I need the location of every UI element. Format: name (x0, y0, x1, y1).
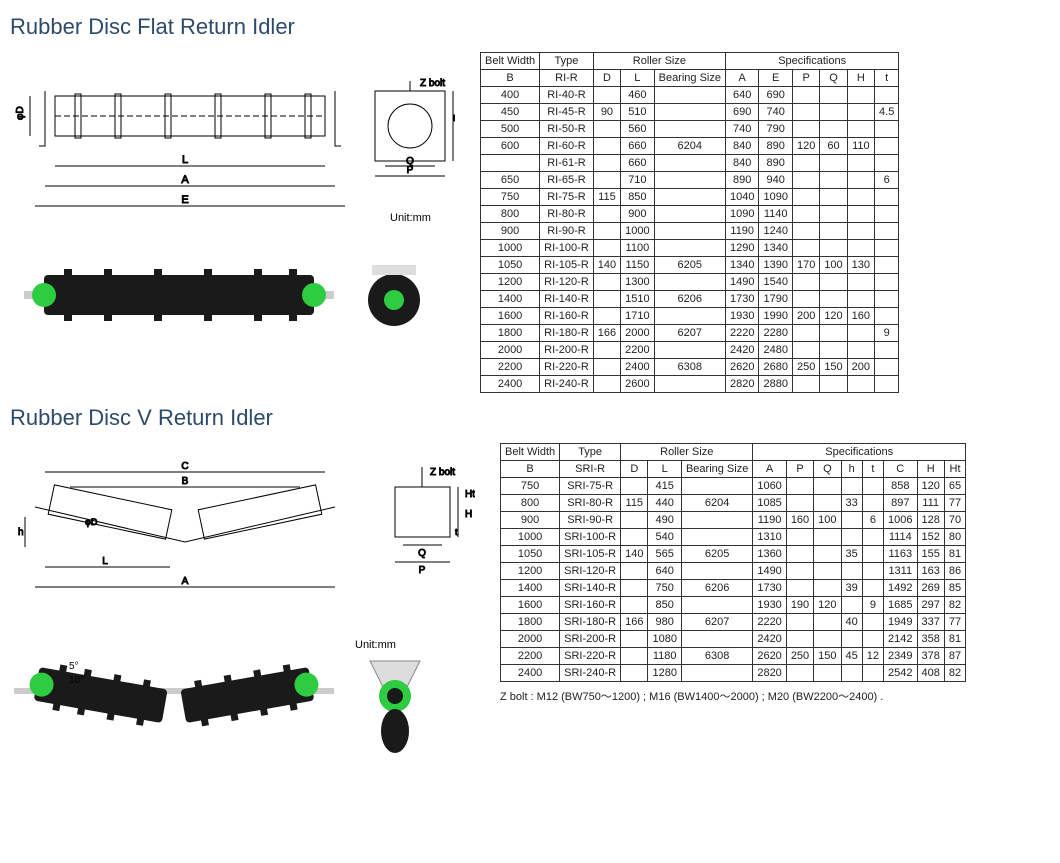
z-bolt-footnote: Z bolt : M12 (BW750～1200) ; M16 (BW1400～… (500, 688, 966, 704)
table-row: 2400SRI-240-R12802820254240882 (501, 665, 966, 682)
table-row: 1600SRI-160-R85019301901209168529782 (501, 597, 966, 614)
svg-text:E: E (181, 194, 188, 206)
section1: L A E φD Z bolt P Q H t Unit:mm (10, 52, 1050, 393)
table-row: 1050SRI-105-R1405656205136035116315581 (501, 546, 966, 563)
svg-text:L: L (102, 556, 108, 567)
table-row: 750RI-75-R11585010401090 (481, 189, 899, 206)
v-cross-render: Unit:mm (350, 636, 440, 756)
table-row: 1200RI-120-R130014901540 (481, 274, 899, 291)
table-row: 1000SRI-100-R5401310111415280 (501, 529, 966, 546)
table-row: 600RI-60-R660620484089012060110 (481, 138, 899, 155)
table-row: 1800RI-180-R16620006207222022809 (481, 325, 899, 342)
svg-text:A: A (181, 174, 189, 186)
svg-text:t: t (453, 113, 455, 123)
v-drawing-svg: h L A C B φD Z bolt Q P Ht H t (15, 447, 475, 607)
svg-text:B: B (182, 476, 189, 487)
svg-text:C: C (181, 461, 188, 472)
table-row: 2400RI-240-R260028202880 (481, 376, 899, 393)
svg-text:φD: φD (15, 106, 26, 120)
table-row: 2200RI-220-R2400630826202680250150200 (481, 359, 899, 376)
flat-roller-render (14, 255, 344, 335)
v-drawing: h L A C B φD Z bolt Q P Ht H t (10, 443, 480, 616)
svg-text:L: L (182, 154, 188, 166)
table-row: 900RI-90-R100011901240 (481, 223, 899, 240)
v-roller-render: 5° 10° (14, 641, 334, 751)
table-row: RI-61-R660840890 (481, 155, 899, 172)
table-row: 1000RI-100-R110012901340 (481, 240, 899, 257)
flat-drawing-svg: L A E φD Z bolt P Q H t Unit:mm (15, 56, 455, 226)
flat-render (10, 251, 460, 339)
flat-cross-render (364, 255, 424, 335)
svg-text:Z bolt: Z bolt (430, 467, 455, 478)
table-row: 750SRI-75-R415106085812065 (501, 478, 966, 495)
table-row: 450RI-45-R905106907404.5 (481, 104, 899, 121)
table-row: 400RI-40-R460640690 (481, 87, 899, 104)
table-row: 500RI-50-R560740790 (481, 121, 899, 138)
table-row: 2000SRI-200-R10802420214235881 (501, 631, 966, 648)
svg-text:H: H (465, 509, 472, 520)
table-row: 1800SRI-180-R1669806207222040194933777 (501, 614, 966, 631)
flat-spec-table: Belt WidthTypeRoller SizeSpecificationsB… (480, 52, 899, 393)
unit-label1: Unit:mm (390, 212, 431, 224)
section1-left: L A E φD Z bolt P Q H t Unit:mm (10, 52, 460, 339)
svg-text:Q: Q (418, 548, 426, 559)
table-row: 1400RI-140-R1510620617301790 (481, 291, 899, 308)
svg-text:Unit:mm: Unit:mm (355, 639, 396, 651)
table-row: 2000RI-200-R220024202480 (481, 342, 899, 359)
table-row: 1200SRI-120-R6401490131116386 (501, 563, 966, 580)
table-row: 800SRI-80-R115440620410853389711177 (501, 495, 966, 512)
table-row: 1050RI-105-R1401150620513401390170100130 (481, 257, 899, 274)
table-row: 1400SRI-140-R7506206173039149226985 (501, 580, 966, 597)
section2-right: Belt WidthTypeRoller SizeSpecificationsB… (500, 443, 966, 704)
svg-text:Q: Q (406, 156, 414, 167)
v-spec-table: Belt WidthTypeRoller SizeSpecificationsB… (500, 443, 966, 682)
section2-left: h L A C B φD Z bolt Q P Ht H t (10, 443, 480, 760)
table-row: 800RI-80-R90010901140 (481, 206, 899, 223)
section2-title: Rubber Disc V Return Idler (10, 405, 1050, 431)
svg-text:P: P (419, 565, 426, 576)
zbolt-label: Z bolt (420, 78, 445, 89)
flat-drawing: L A E φD Z bolt P Q H t Unit:mm (10, 52, 460, 235)
section1-title: Rubber Disc Flat Return Idler (10, 14, 1050, 40)
section2: h L A C B φD Z bolt Q P Ht H t (10, 443, 1050, 760)
svg-text:Ht: Ht (465, 489, 475, 500)
table-row: 1600RI-160-R171019301990200120160 (481, 308, 899, 325)
table-row: 2200SRI-220-R118063082620250150451223493… (501, 648, 966, 665)
svg-text:5°: 5° (69, 661, 79, 672)
table-row: 650RI-65-R7108909406 (481, 172, 899, 189)
v-render: 5° 10° Unit:mm (10, 632, 480, 760)
svg-text:φD: φD (85, 517, 98, 527)
svg-text:A: A (182, 576, 189, 587)
svg-text:10°: 10° (69, 675, 84, 686)
svg-text:h: h (18, 527, 24, 538)
table-row: 900SRI-90-R49011901601006100612870 (501, 512, 966, 529)
